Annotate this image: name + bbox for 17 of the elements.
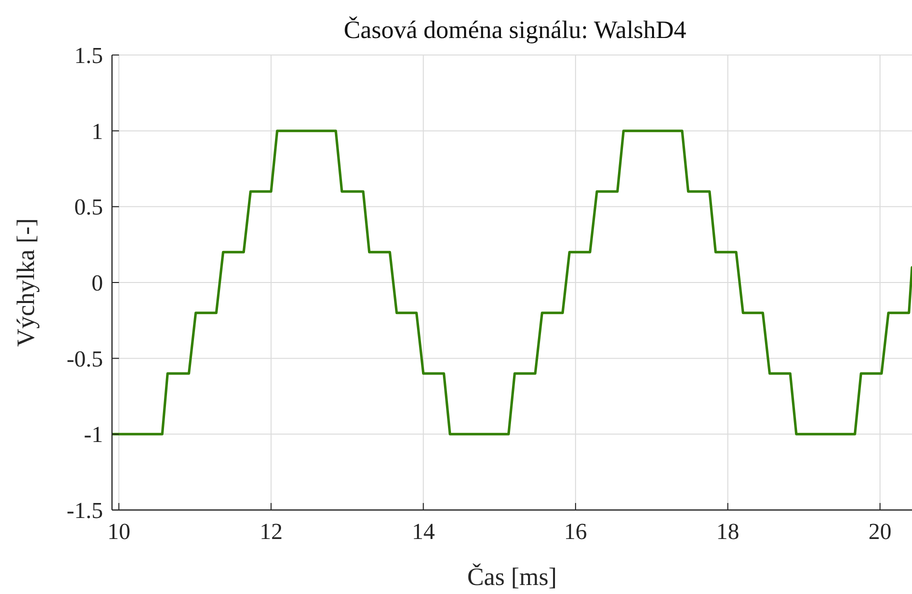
y-tick-label: -1.5	[66, 498, 103, 523]
y-axis-title: Výchylka [-]	[13, 218, 40, 347]
x-tick-label: 14	[412, 519, 436, 544]
line-series	[112, 130, 912, 436]
y-tick-label: 0.5	[74, 194, 103, 220]
x-tick-label: 20	[868, 519, 892, 544]
chart-title: Časová doména signálu: WalshD4	[344, 16, 687, 44]
y-tick-label: -1	[84, 422, 103, 448]
x-tick-label: 10	[107, 519, 130, 544]
y-tick-label: -0.5	[66, 346, 103, 372]
x-tick-label: 12	[260, 519, 283, 544]
x-tick-label: 16	[564, 519, 588, 544]
x-tick-label: 18	[716, 519, 740, 544]
y-tick-label: 0	[92, 270, 103, 296]
y-tick-label: 1.5	[74, 43, 103, 68]
x-axis-title: Čas [ms]	[467, 563, 557, 591]
y-tick-label: 1	[92, 118, 103, 144]
